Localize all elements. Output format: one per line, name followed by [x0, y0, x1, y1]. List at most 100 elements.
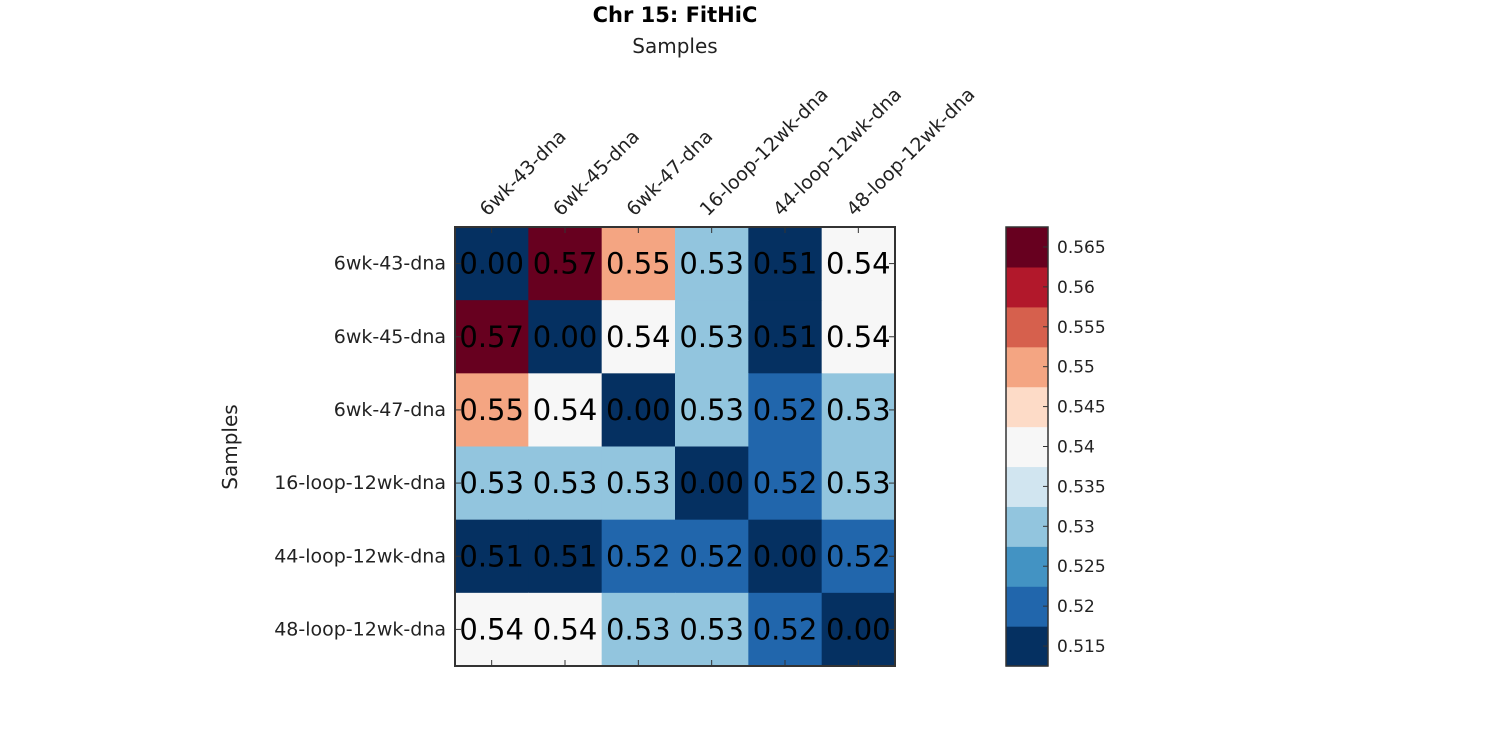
- heatmap-cell: [675, 446, 749, 521]
- cell-value-label: 0.54: [533, 612, 598, 646]
- cell-value-label: 0.53: [533, 466, 598, 500]
- heatmap-cell: [528, 373, 603, 448]
- y-tick-labels: 6wk-43-dna 6wk-45-dna 6wk-47-dna 16-loop-12…: [274, 253, 446, 641]
- y-axis-label: Samples: [218, 404, 242, 489]
- heatmap-cell: [675, 300, 749, 374]
- cell-value-label: 0.00: [459, 247, 524, 281]
- heatmap-cell: [455, 300, 529, 374]
- heatmap-cell: [821, 373, 896, 448]
- cell-value-label: 0.54: [533, 393, 598, 427]
- cell-value-label: 0.51: [459, 539, 524, 573]
- heatmap-cell: [748, 519, 823, 594]
- chart-title: Chr 15: FitHiC: [593, 3, 758, 27]
- cell-value-label: 0.52: [679, 539, 744, 573]
- colorbar-segment: [1006, 346, 1048, 388]
- cell-value-label: 0.52: [753, 612, 818, 646]
- cell-value-label: 0.54: [606, 320, 671, 354]
- cell-value-label: 0.54: [826, 320, 891, 354]
- cell-value-label: 0.51: [753, 247, 818, 281]
- heatmap-cell: [601, 227, 676, 301]
- cell-value-label: 0.53: [606, 466, 671, 500]
- cell-value-label: 0.00: [753, 539, 818, 573]
- cell-value-label: 0.00: [533, 320, 598, 354]
- heatmap-cell: [748, 446, 823, 521]
- colorbar-tick-label: 0.545: [1057, 398, 1106, 418]
- cell-value-label: 0.52: [753, 393, 818, 427]
- cell-value-label: 0.00: [606, 393, 671, 427]
- x-tick-label: 44-loop-12wk-dna: [769, 83, 906, 220]
- x-tick-labels: 6wk-43-dna6wk-45-dna6wk-47-dna16-loop-12…: [476, 83, 980, 220]
- heatmap-cell: [748, 227, 823, 301]
- y-tick-label: 6wk-43-dna: [334, 253, 446, 275]
- colorbar-segment: [1006, 306, 1048, 348]
- colorbar-tick-label: 0.565: [1057, 238, 1106, 258]
- heatmap-cell: [455, 227, 529, 301]
- cell-value-label: 0.53: [459, 466, 524, 500]
- colorbar-tick-label: 0.515: [1057, 637, 1106, 657]
- cell-value-label: 0.53: [826, 466, 891, 500]
- colorbar-tick-label: 0.54: [1057, 438, 1095, 458]
- cell-value-label: 0.57: [459, 320, 524, 354]
- cell-value-label: 0.53: [826, 393, 891, 427]
- y-tick-label: 6wk-47-dna: [334, 399, 446, 421]
- heatmap-cell: [821, 300, 896, 374]
- heatmap-cell: [455, 373, 529, 448]
- cell-value-label: 0.00: [826, 612, 891, 646]
- cell-value-label: 0.53: [606, 612, 671, 646]
- heatmap-cell: [675, 227, 749, 301]
- heatmap-cell: [821, 592, 896, 667]
- heatmap-cell: [821, 227, 896, 301]
- cell-value-label: 0.55: [606, 247, 671, 281]
- colorbar-segment: [1006, 426, 1048, 468]
- heatmap-cell: [528, 519, 603, 594]
- heatmap-cell: [748, 300, 823, 374]
- colorbar-segment: [1006, 546, 1048, 587]
- heatmap-cell: [455, 592, 529, 667]
- colorbar-segment: [1006, 586, 1048, 627]
- y-tick-label: 44-loop-12wk-dna: [274, 545, 446, 567]
- y-tick-label: 16-loop-12wk-dna: [274, 472, 446, 494]
- cell-value-label: 0.57: [533, 247, 598, 281]
- plot-frame: [454, 226, 896, 667]
- heatmap-cell: [748, 592, 823, 667]
- colorbar-segment: [1006, 227, 1048, 268]
- cell-value-label: 0.53: [679, 320, 744, 354]
- cell-value-label: 0.54: [459, 612, 524, 646]
- cell-value-label: 0.53: [679, 393, 744, 427]
- heatmap-cell: [748, 373, 823, 448]
- y-tick-label: 6wk-45-dna: [334, 326, 446, 348]
- colorbar: 0.515 0.52 0.525 0.53 0.535 0.54 0.545 0.55 0.55…: [1005, 226, 1106, 667]
- colorbar-segment: [1006, 466, 1048, 507]
- cell-value-label: 0.52: [606, 539, 671, 573]
- x-tick-label: 48-loop-12wk-dna: [842, 83, 979, 220]
- colorbar-tick-label: 0.535: [1057, 477, 1106, 497]
- cell-value-label: 0.55: [459, 393, 524, 427]
- heatmap-cell: [455, 446, 529, 521]
- heatmap-cell: [601, 300, 676, 374]
- colorbar-segment: [1006, 266, 1048, 308]
- heatmap-cell: [675, 519, 749, 594]
- heatmap-cell: [675, 592, 749, 667]
- cell-value-label: 0.51: [533, 539, 598, 573]
- cell-value-label: 0.54: [826, 247, 891, 281]
- colorbar-segment: [1006, 386, 1048, 428]
- x-axis-label: Samples: [632, 34, 717, 58]
- cell-value-label: 0.00: [679, 466, 744, 500]
- heatmap-cell: [528, 300, 603, 374]
- x-tick-label: 16-loop-12wk-dna: [696, 83, 833, 220]
- colorbar-tick-label: 0.53: [1057, 517, 1095, 537]
- colorbar-tick-label: 0.55: [1057, 358, 1095, 378]
- heatmap-cell: [528, 446, 603, 521]
- heatmap-cell: [821, 446, 896, 521]
- heatmap-cell: [601, 446, 676, 521]
- heatmap-cell: [675, 373, 749, 448]
- cell-value-label: 0.52: [826, 539, 891, 573]
- heatmap-cell: [601, 519, 676, 594]
- colorbar-tick-label: 0.56: [1057, 278, 1095, 298]
- heatmap-cell: [601, 373, 676, 448]
- colorbar-tick-label: 0.52: [1057, 597, 1095, 617]
- cell-value-label: 0.51: [753, 320, 818, 354]
- y-tick-label: 48-loop-12wk-dna: [274, 618, 446, 640]
- heatmap-cell-labels: 0.00 0.57 0.55 0.53 0.51 0.540.57 0.00 0.54 0.53…: [459, 247, 890, 647]
